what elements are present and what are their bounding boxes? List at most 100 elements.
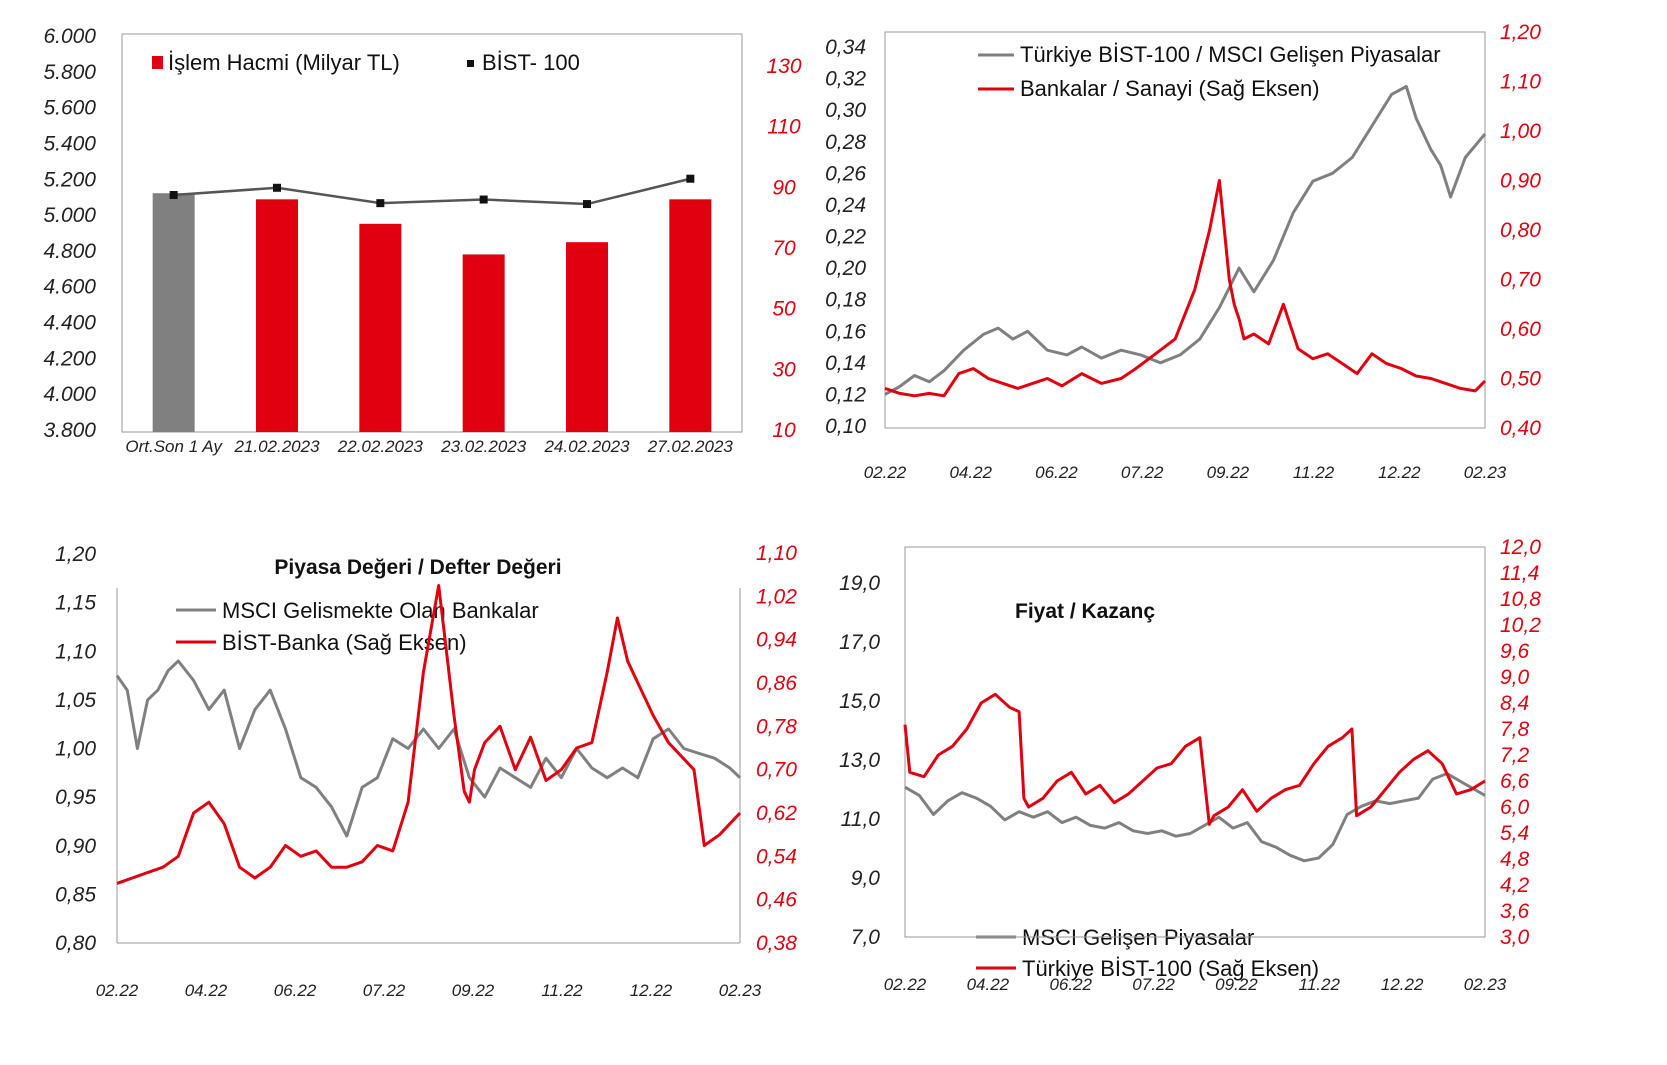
chart2-left-tick-2: 0,30 — [825, 99, 866, 122]
chart2-legend-gray-label: Türkiye BİST-100 / MSCI Gelişen Piyasala… — [1020, 42, 1441, 67]
chart2-xtick-2: 06.22 — [1035, 463, 1078, 482]
chart1-bar-5 — [669, 199, 712, 432]
chart3-right-tick-6: 0,62 — [756, 802, 797, 825]
chart1-xtick-4: 24.02.2023 — [543, 437, 630, 456]
chart4: Fiyat / Kazanç MSCI Gelişen Piyasalar Tü… — [976, 600, 1319, 981]
chart2-plot-frame — [884, 31, 1486, 429]
chart4-plot-frame — [904, 546, 1486, 938]
chart1-right-tick-3: 70 — [772, 237, 796, 260]
chart1-bist-point-4 — [583, 200, 591, 209]
chart4-legend-red-label: Türkiye BİST-100 (Sağ Eksen) — [1022, 956, 1319, 981]
chart2-left-tick-5: 0,24 — [825, 194, 866, 217]
chart3: Piyasa Değeri / Defter Değeri MSCI Gelis… — [176, 556, 562, 655]
chart4-xtick-7: 02.23 — [1464, 975, 1507, 994]
chart3-legend-gray-label: MSCI Gelismekte Olan Bankalar — [222, 598, 539, 623]
chart1-bar-2 — [359, 223, 402, 432]
chart1-right-tick-1: 110 — [767, 116, 801, 139]
chart3-xtick-0: 02.22 — [96, 981, 139, 1000]
chart3-right-tick-2: 0,94 — [756, 629, 797, 652]
chart2-left-tick-12: 0,10 — [825, 415, 866, 438]
chart2-left-tick-3: 0,28 — [825, 131, 866, 154]
chart4-series-1 — [903, 692, 1486, 826]
chart1-xtick-1: 21.02.2023 — [233, 437, 320, 456]
chart3-series-0 — [115, 659, 742, 838]
chart2-left-tick-8: 0,18 — [825, 289, 866, 312]
chart3-xtick-4: 09.22 — [452, 981, 495, 1000]
chart4-left-tick-3: 13,0 — [839, 749, 880, 772]
chart1-left-tick-7: 4.600 — [43, 276, 96, 299]
chart1-left-tick-9: 4.200 — [43, 347, 96, 370]
chart1-bar-3 — [462, 254, 505, 432]
chart1-bist-point-3 — [479, 195, 488, 204]
chart4-left-tick-6: 7,0 — [851, 926, 881, 949]
chart1-bist-point-5 — [686, 174, 695, 183]
chart4-title: Fiyat / Kazanç — [1015, 600, 1155, 623]
chart4-right-tick-5: 9,0 — [1500, 666, 1530, 689]
chart1-xtick-2: 22.02.2023 — [337, 437, 424, 456]
chart2-left-tick-7: 0,20 — [825, 257, 866, 280]
chart2-right-tick-3: 0,90 — [1500, 170, 1541, 193]
chart1-legend-bar-swatch — [152, 56, 163, 69]
chart1-xtick-5: 27.02.2023 — [647, 437, 734, 456]
chart3-xtick-5: 11.22 — [541, 981, 583, 1000]
chart2-right-tick-1: 1,10 — [1500, 71, 1541, 94]
chart4-right-tick-13: 4,2 — [1500, 874, 1530, 897]
chart2-xtick-1: 04.22 — [949, 463, 992, 482]
chart3-right-tick-4: 0,78 — [756, 715, 797, 738]
chart3-left-tick-1: 1,15 — [55, 592, 96, 615]
chart3-xtick-3: 07.22 — [363, 981, 406, 1000]
chart3-xtick-6: 12.22 — [630, 981, 673, 1000]
chart2-xtick-5: 11.22 — [1293, 463, 1335, 482]
chart2-series-1 — [884, 179, 1487, 398]
chart-marks: 6.000 5.800 5.600 5.400 5.200 5.000 4.800 4.600… — [43, 21, 1541, 1000]
chart1-left-tick-1: 5.800 — [43, 61, 96, 84]
chart3-left-tick-0: 1,20 — [55, 543, 96, 566]
chart1-right-tick-6: 10 — [772, 419, 796, 442]
chart2-right-tick-2: 1,00 — [1500, 120, 1541, 143]
chart1-bist-line — [173, 177, 691, 206]
chart2-right-tick-6: 0,60 — [1500, 318, 1541, 341]
chart4-left-tick-5: 9,0 — [851, 867, 881, 890]
chart1: İşlem Hacmi (Milyar TL) BİST- 100 — [152, 50, 580, 75]
chart4-series-0 — [904, 772, 1486, 863]
chart4-xtick-1: 04.22 — [967, 975, 1010, 994]
chart2-legend-red-label: Bankalar / Sanayi (Sağ Eksen) — [1020, 76, 1320, 101]
chart3-right-tick-7: 0,54 — [756, 845, 797, 868]
chart4-right-tick-6: 8,4 — [1500, 692, 1529, 715]
chart1-bar-1 — [256, 199, 298, 432]
chart2-left-tick-1: 0,32 — [825, 68, 866, 91]
chart1-left-tick-11: 3.800 — [43, 419, 96, 442]
chart1-left-tick-5: 5.000 — [43, 204, 96, 227]
chart3-right-tick-3: 0,86 — [756, 672, 797, 695]
chart1-plot-frame — [121, 33, 743, 433]
chart1-bist-point-0 — [169, 191, 178, 200]
chart2-xtick-6: 12.22 — [1378, 463, 1421, 482]
chart4-right-tick-15: 3,0 — [1500, 926, 1530, 949]
chart4-xtick-4: 09.22 — [1215, 975, 1258, 994]
chart4-xtick-5: 11.22 — [1299, 975, 1341, 994]
chart1-right-tick-5: 30 — [772, 358, 796, 381]
chart4-right-tick-1: 11,4 — [1500, 562, 1539, 585]
chart3-right-tick-0: 1,10 — [756, 542, 797, 565]
chart4-right-tick-9: 6,6 — [1500, 770, 1530, 793]
chart3-right-tick-1: 1,02 — [756, 585, 797, 608]
chart3-left-tick-8: 0,80 — [55, 932, 96, 955]
chart1-right-tick-2: 90 — [772, 176, 796, 199]
chart1-left-tick-10: 4.000 — [43, 383, 96, 406]
chart3-right-tick-5: 0,70 — [756, 759, 797, 782]
chart1-bist-point-1 — [273, 183, 281, 192]
chart4-xtick-3: 07.22 — [1132, 975, 1175, 994]
chart2-left-tick-0: 0,34 — [825, 36, 866, 59]
chart1-right-tick-0: 130 — [766, 55, 801, 78]
chart1-right-tick-4: 50 — [772, 298, 796, 321]
chart2-left-tick-4: 0,26 — [825, 162, 866, 185]
chart1-left-tick-0: 6.000 — [43, 25, 96, 48]
chart2-right-tick-0: 1,20 — [1500, 21, 1541, 44]
chart1-left-tick-2: 5.600 — [43, 97, 96, 120]
chart3-right-tick-8: 0,46 — [756, 889, 797, 912]
chart3-xtick-2: 06.22 — [274, 981, 317, 1000]
chart4-left-tick-1: 17,0 — [839, 631, 880, 654]
chart2-right-tick-4: 0,80 — [1500, 219, 1541, 242]
chart4-xtick-2: 06.22 — [1049, 975, 1092, 994]
